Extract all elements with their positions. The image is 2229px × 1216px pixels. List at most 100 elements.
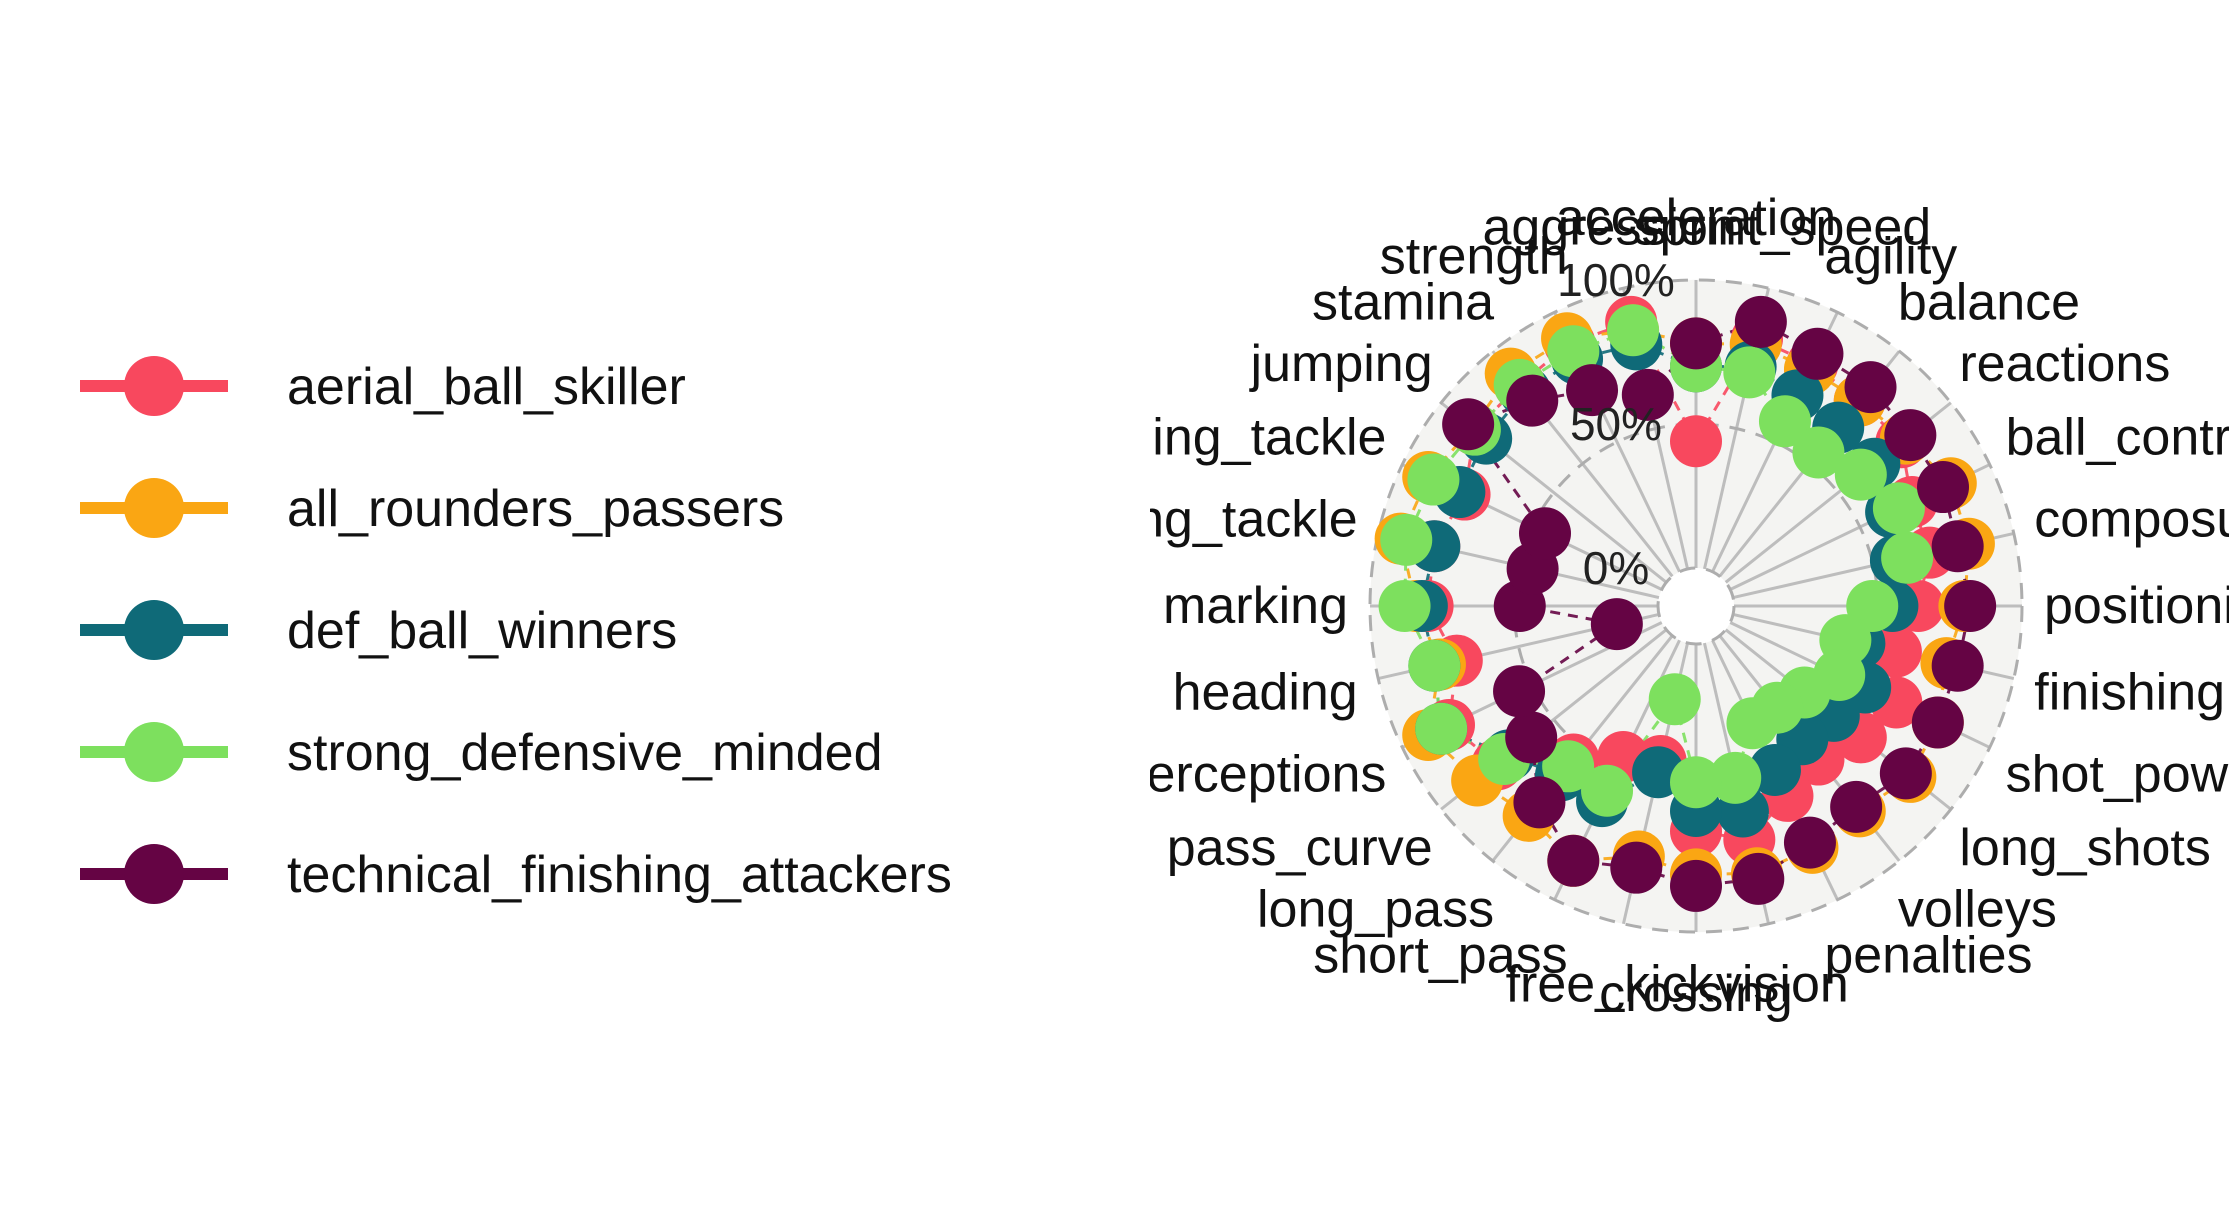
legend-label: def_ball_winners xyxy=(287,602,677,660)
data-point-technical-finishing-attackers-crossing xyxy=(1670,859,1722,912)
category-label-aggression: aggression xyxy=(1482,199,1736,257)
data-point-technical-finishing-attackers-vision xyxy=(1732,852,1785,905)
category-label-sliding-tackle: sliding_tackle xyxy=(1074,409,1386,467)
data-point-strong-defensive-minded-penalties xyxy=(1726,697,1779,750)
data-point-technical-finishing-attackers-sprint-speed xyxy=(1734,295,1787,348)
data-point-strong-defensive-minded-short-pass xyxy=(1581,764,1634,817)
data-point-technical-finishing-attackers-agility xyxy=(1791,327,1844,380)
category-label-shot-power: shot_power xyxy=(2006,745,2229,803)
data-point-technical-finishing-attackers-jumping xyxy=(1442,398,1495,451)
category-label-long-pass: long_pass xyxy=(1257,880,1494,938)
legend-item-technical-finishing-attackers: technical_finishing_attackers xyxy=(80,844,952,904)
legend-item-aerial-ball-skiller: aerial_ball_skiller xyxy=(80,356,686,416)
data-point-strong-defensive-minded-long-pass xyxy=(1542,740,1595,793)
data-point-aerial-ball-skiller-acceleration xyxy=(1670,415,1722,468)
category-label-acceleration: acceleration xyxy=(1556,189,1836,247)
data-point-technical-finishing-attackers-short-pass xyxy=(1547,834,1600,887)
category-label-long-shots: long_shots xyxy=(1959,819,2211,877)
category-label-penalties: penalties xyxy=(1824,927,2032,985)
category-label-interceptions: interceptions xyxy=(1092,745,1387,803)
data-point-technical-finishing-attackers-stamina xyxy=(1506,374,1559,427)
data-point-strong-defensive-minded-sprint-speed xyxy=(1723,346,1776,399)
data-point-strong-defensive-minded-aggression xyxy=(1607,304,1660,357)
data-point-strong-defensive-minded-ball-control xyxy=(1872,482,1925,535)
data-point-technical-finishing-attackers-free-kick xyxy=(1610,841,1663,894)
legend-label: technical_finishing_attackers xyxy=(287,846,952,904)
series-points xyxy=(1374,295,1997,912)
category-label-ball-control: ball_control xyxy=(2006,409,2229,467)
legend-marker xyxy=(124,478,184,538)
data-point-technical-finishing-attackers-pass-curve xyxy=(1505,711,1558,764)
legend-label: strong_defensive_minded xyxy=(287,724,883,782)
category-label-vision: vision xyxy=(1716,955,1849,1013)
data-point-technical-finishing-attackers-penalties xyxy=(1783,816,1836,869)
category-label-composure: composure xyxy=(2034,491,2229,549)
radial-label: 100% xyxy=(1557,254,1675,306)
data-point-def-ball-winners-penalties xyxy=(1748,743,1801,796)
category-label-heading: heading xyxy=(1173,663,1358,721)
data-point-technical-finishing-attackers-finishing xyxy=(1931,639,1984,692)
data-point-strong-defensive-minded-agility xyxy=(1758,395,1811,448)
category-label-stamina: stamina xyxy=(1312,274,1494,332)
data-point-technical-finishing-attackers-heading xyxy=(1590,598,1643,651)
data-point-technical-finishing-attackers-sliding-tackle xyxy=(1518,507,1571,560)
data-point-technical-finishing-attackers-balance xyxy=(1844,361,1897,414)
legend-marker xyxy=(124,722,184,782)
data-point-strong-defensive-minded-sliding-tackle xyxy=(1407,453,1460,506)
data-point-strong-defensive-minded-marking xyxy=(1378,580,1431,632)
category-label-strength: strength xyxy=(1380,227,1568,285)
category-label-volleys: volleys xyxy=(1898,880,2057,938)
data-point-technical-finishing-attackers-interceptions xyxy=(1493,665,1546,718)
data-point-strong-defensive-minded-balance xyxy=(1792,426,1845,479)
data-point-technical-finishing-attackers-long-pass xyxy=(1513,776,1566,829)
category-label-reactions: reactions xyxy=(1959,335,2170,393)
data-point-technical-finishing-attackers-composure xyxy=(1931,520,1984,573)
data-point-technical-finishing-attackers-strength xyxy=(1566,364,1619,417)
category-label-sprint-speed: sprint_speed xyxy=(1633,199,1931,257)
legend-marker xyxy=(124,600,184,660)
category-label-free-kick: free_kick xyxy=(1506,955,1715,1013)
data-point-technical-finishing-attackers-reactions xyxy=(1884,409,1937,462)
data-point-strong-defensive-minded-composure xyxy=(1881,531,1934,584)
category-label-agility: agility xyxy=(1824,227,1957,285)
category-label-positioning: positioning xyxy=(2044,577,2229,635)
data-point-technical-finishing-attackers-aggression xyxy=(1621,368,1674,421)
legend-marker xyxy=(124,356,184,416)
data-point-technical-finishing-attackers-positioning xyxy=(1944,580,1997,632)
category-label-pass-curve: pass_curve xyxy=(1167,819,1433,877)
legend-item-all-rounders-passers: all_rounders_passers xyxy=(80,478,784,538)
grid-ring-0 xyxy=(1656,566,1736,646)
legend: aerial_ball_skiller all_rounders_passersd… xyxy=(80,356,952,904)
legend-item-strong-defensive-minded: strong_defensive_minded xyxy=(80,722,883,782)
legend-item-def-ball-winners: def_ball_winners xyxy=(80,600,677,660)
data-point-strong-defensive-minded-reactions xyxy=(1834,448,1887,501)
data-point-strong-defensive-minded-standing-tackle xyxy=(1380,513,1433,566)
category-label-balance: balance xyxy=(1898,274,2080,332)
data-point-technical-finishing-attackers-volleys xyxy=(1830,780,1883,833)
data-point-strong-defensive-minded-heading xyxy=(1408,639,1461,692)
category-label-crossing: crossing xyxy=(1599,965,1793,1023)
category-labels: accelerationsprint_speedagilitybalancere… xyxy=(1074,189,2229,1023)
legend-marker xyxy=(124,844,184,904)
radial-label: 0% xyxy=(1583,542,1649,594)
series-technical-finishing-attackers xyxy=(1442,295,1997,912)
data-point-technical-finishing-attackers-acceleration xyxy=(1670,317,1722,370)
data-point-strong-defensive-minded-free-kick xyxy=(1648,673,1701,726)
category-label-short-pass: short_pass xyxy=(1313,927,1567,985)
data-point-strong-defensive-minded-strength xyxy=(1547,325,1600,378)
data-point-strong-defensive-minded-interceptions xyxy=(1415,702,1468,755)
radar-plot: 0% 50% 100% accelerationsprint_speedagilit… xyxy=(1074,189,2229,1023)
radial-labels: 0% 50% 100% xyxy=(1557,254,1675,594)
legend-label: aerial_ball_skiller xyxy=(287,358,686,416)
data-point-technical-finishing-attackers-long-shots xyxy=(1879,747,1932,800)
category-label-finishing: finishing xyxy=(2034,663,2225,721)
data-point-technical-finishing-attackers-ball-control xyxy=(1917,461,1970,514)
category-label-marking: marking xyxy=(1163,577,1348,635)
radial-label: 50% xyxy=(1570,398,1662,450)
data-point-strong-defensive-minded-vision xyxy=(1709,751,1762,804)
data-point-technical-finishing-attackers-shot-power xyxy=(1911,696,1964,749)
legend-label: all_rounders_passers xyxy=(287,480,784,538)
data-point-strong-defensive-minded-crossing xyxy=(1670,756,1722,809)
category-label-jumping: jumping xyxy=(1249,335,1433,393)
